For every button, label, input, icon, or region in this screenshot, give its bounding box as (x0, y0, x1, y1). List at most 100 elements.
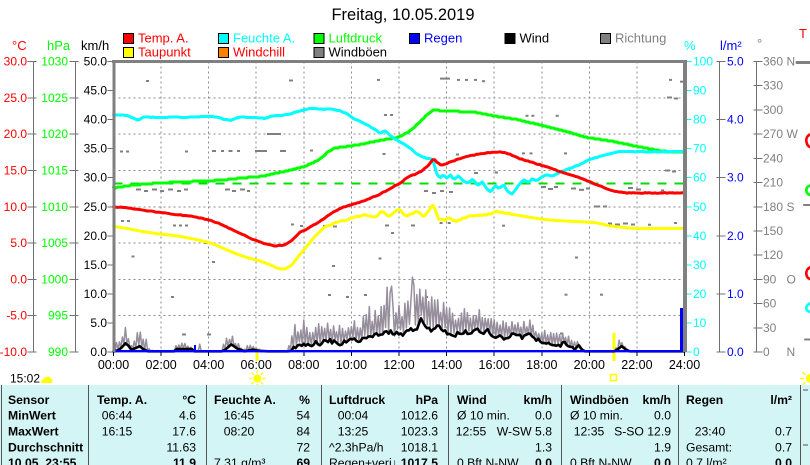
svg-text:35.0: 35.0 (84, 142, 108, 156)
svg-text:Luftdruck: Luftdruck (329, 31, 383, 46)
svg-text:30: 30 (763, 321, 777, 335)
svg-text:5.0: 5.0 (90, 316, 107, 330)
svg-text:16:00: 16:00 (479, 358, 510, 372)
svg-text:Richtung: Richtung (615, 31, 666, 46)
svg-text:20:00: 20:00 (574, 358, 605, 372)
svg-text:Wind: Wind (457, 393, 487, 407)
svg-text:1020: 1020 (41, 127, 68, 141)
svg-text:60: 60 (763, 297, 777, 311)
svg-text:30.0: 30.0 (84, 171, 108, 185)
svg-text:300: 300 (763, 103, 783, 117)
svg-text:210: 210 (763, 176, 783, 190)
svg-text:80: 80 (693, 113, 707, 127)
svg-text:120: 120 (763, 248, 783, 262)
svg-text:T: T (799, 26, 807, 41)
svg-text:^2.3hPa/h: ^2.3hPa/h (329, 441, 384, 455)
svg-text:60: 60 (693, 171, 707, 185)
svg-text:990: 990 (48, 345, 68, 359)
svg-text:84: 84 (296, 425, 310, 439)
svg-text:0.0: 0.0 (90, 345, 107, 359)
svg-text:1017.5: 1017.5 (401, 456, 438, 465)
svg-text:5.0: 5.0 (727, 55, 744, 69)
svg-text:km/h: km/h (643, 393, 671, 407)
svg-text:-5.0: -5.0 (6, 309, 27, 323)
svg-text:1.9: 1.9 (654, 441, 671, 455)
svg-text:MinWert: MinWert (8, 409, 56, 423)
svg-text:Windböen: Windböen (570, 393, 629, 407)
svg-text:18:00: 18:00 (526, 358, 557, 372)
svg-text:0.7 l/m²: 0.7 l/m² (686, 456, 727, 465)
svg-text:0.0: 0.0 (654, 456, 671, 465)
svg-text:5.0: 5.0 (10, 236, 27, 250)
svg-text:Wind: Wind (520, 31, 550, 46)
svg-text:00:00: 00:00 (98, 358, 129, 372)
svg-text:0.0: 0.0 (727, 345, 744, 359)
svg-text:4.6: 4.6 (179, 409, 196, 423)
svg-text:l/m²: l/m² (720, 38, 742, 53)
svg-text:10.0: 10.0 (4, 200, 28, 214)
svg-text:1023.3: 1023.3 (401, 425, 438, 439)
svg-text:1.3: 1.3 (535, 441, 552, 455)
svg-text:22:00: 22:00 (621, 358, 652, 372)
svg-text:15:02: 15:02 (10, 372, 40, 386)
svg-text:Windchill: Windchill (233, 45, 285, 60)
svg-text:50.0: 50.0 (84, 55, 108, 69)
svg-text:16:45: 16:45 (224, 409, 255, 423)
svg-text:1012.6: 1012.6 (401, 409, 438, 423)
svg-text:1015: 1015 (41, 163, 68, 177)
svg-text:0 Bft N-NW: 0 Bft N-NW (457, 456, 519, 465)
svg-text:Ø 10 min.: Ø 10 min. (457, 409, 510, 423)
svg-text:3.0: 3.0 (727, 171, 744, 185)
svg-text:S-SO 12.9: S-SO 12.9 (614, 425, 671, 439)
svg-text:Feuchte A.: Feuchte A. (214, 393, 276, 407)
svg-text:100: 100 (693, 55, 713, 69)
svg-text:0.0: 0.0 (535, 409, 552, 423)
svg-text:hPa: hPa (416, 393, 439, 407)
svg-text:°C: °C (182, 393, 196, 407)
svg-text:270: 270 (763, 127, 783, 141)
svg-text:Gesamt:: Gesamt: (686, 441, 732, 455)
svg-text:0.7: 0.7 (775, 425, 792, 439)
svg-text:330: 330 (763, 79, 783, 93)
svg-text:4.0: 4.0 (727, 113, 744, 127)
svg-text:N: N (787, 345, 796, 359)
svg-text:Durchschnitt: Durchschnitt (8, 441, 83, 455)
svg-text:0: 0 (693, 345, 700, 359)
svg-text:Temp. A.: Temp. A. (138, 31, 189, 46)
svg-text:1025: 1025 (41, 91, 68, 105)
svg-text:S: S (787, 200, 795, 214)
svg-text:0.0: 0.0 (10, 272, 27, 286)
svg-text:12:00: 12:00 (383, 358, 414, 372)
svg-text:1030: 1030 (41, 55, 68, 69)
svg-text:N: N (787, 55, 796, 69)
svg-text:Luftdruck: Luftdruck (329, 393, 385, 407)
svg-text:11.9: 11.9 (173, 456, 196, 465)
svg-text:0.0: 0.0 (775, 456, 792, 465)
svg-text:1000: 1000 (41, 272, 68, 286)
svg-text:7.31 g/m³: 7.31 g/m³ (214, 456, 265, 465)
svg-text:%: % (299, 393, 310, 407)
svg-text:06:00: 06:00 (241, 358, 272, 372)
svg-text:20.0: 20.0 (4, 127, 28, 141)
svg-text:25.0: 25.0 (84, 200, 108, 214)
svg-text:180: 180 (763, 200, 783, 214)
svg-text:20.0: 20.0 (84, 229, 108, 243)
svg-text:Taupunkt: Taupunkt (138, 45, 191, 60)
svg-text:90: 90 (693, 84, 707, 98)
svg-text:360: 360 (763, 55, 783, 69)
svg-text:10: 10 (693, 316, 707, 330)
svg-text:l/m²: l/m² (770, 393, 792, 407)
svg-text:12:55: 12:55 (456, 425, 487, 439)
svg-text:23:40: 23:40 (695, 425, 726, 439)
svg-text:00:04: 00:04 (338, 409, 369, 423)
svg-text:54: 54 (296, 409, 310, 423)
svg-text:11.63: 11.63 (166, 441, 196, 455)
svg-text:10.05, 23:55: 10.05, 23:55 (8, 456, 77, 465)
svg-text:0.7: 0.7 (775, 441, 792, 455)
svg-text:°: ° (757, 36, 762, 51)
svg-text:1010: 1010 (41, 200, 68, 214)
svg-text:15.0: 15.0 (84, 258, 108, 272)
svg-text:08:00: 08:00 (288, 358, 319, 372)
svg-text:W: W (787, 127, 799, 141)
svg-text:70: 70 (693, 142, 707, 156)
